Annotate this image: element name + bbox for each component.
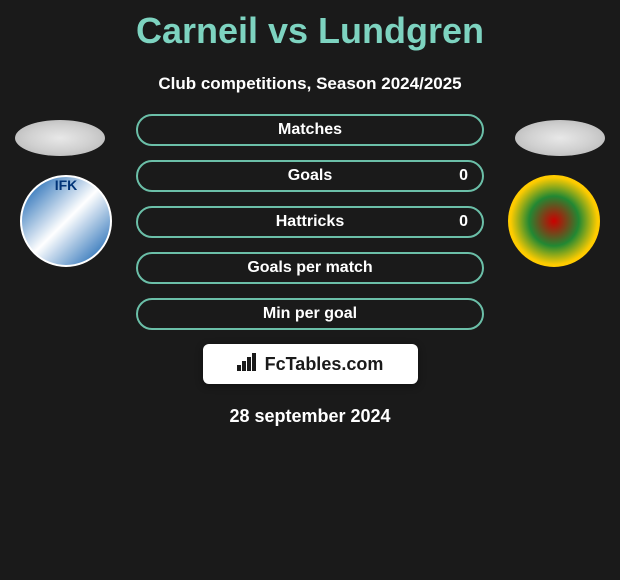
date-text: 28 september 2024 xyxy=(0,406,620,427)
stat-label: Min per goal xyxy=(263,305,357,323)
player-disc-left xyxy=(15,120,105,156)
stat-label: Matches xyxy=(278,121,342,139)
player-disc-right xyxy=(515,120,605,156)
stat-value-right: 0 xyxy=(459,167,468,185)
stat-label: Hattricks xyxy=(276,213,344,231)
brand-box[interactable]: FcTables.com xyxy=(203,344,418,384)
stat-row-matches: Matches xyxy=(136,114,484,146)
stat-row-min-per-goal: Min per goal xyxy=(136,298,484,330)
stats-container: Matches Goals 0 Hattricks 0 Goals per ma… xyxy=(136,114,484,330)
brand-text: FcTables.com xyxy=(265,354,384,375)
stat-row-hattricks: Hattricks 0 xyxy=(136,206,484,238)
stat-value-right: 0 xyxy=(459,213,468,231)
team-logo-right xyxy=(508,175,600,267)
subtitle: Club competitions, Season 2024/2025 xyxy=(0,74,620,94)
page-title: Carneil vs Lundgren xyxy=(0,0,620,52)
stat-label: Goals per match xyxy=(247,259,372,277)
chart-icon xyxy=(237,353,259,376)
team-logo-left xyxy=(20,175,112,267)
stat-row-goals: Goals 0 xyxy=(136,160,484,192)
stat-label: Goals xyxy=(288,167,332,185)
stat-row-goals-per-match: Goals per match xyxy=(136,252,484,284)
